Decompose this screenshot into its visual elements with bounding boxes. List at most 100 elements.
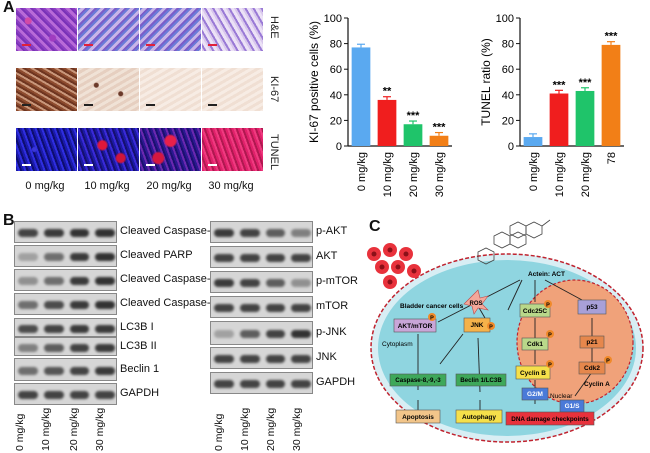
blot-dose-label: 0 mg/kg <box>14 413 26 451</box>
blot-label: LC3B I <box>120 320 154 333</box>
scale-bar <box>22 164 31 166</box>
blot-strip <box>14 318 117 337</box>
blot-strip <box>14 245 117 267</box>
significance-label: *** <box>605 31 619 43</box>
blot-band <box>265 254 286 262</box>
tunel-bar-chart: 0 20 40 60 80 100 TUNEL ratio (%) 0 mg/kg *** 10 … <box>479 13 624 197</box>
blot-label: Cleaved Caspase-8 <box>120 273 217 285</box>
bar <box>377 99 397 146</box>
panel-letter-b: B <box>3 212 15 229</box>
category-label: 20 mg/kg <box>408 152 420 197</box>
actein-label: Actein: ACT <box>528 271 565 278</box>
blot-band <box>69 324 90 333</box>
blot-band <box>18 229 38 237</box>
blot-band <box>214 304 234 312</box>
y-tick-label: 100 <box>496 13 514 25</box>
akt-mtor-label: AKT/mTOR <box>398 323 433 330</box>
blot-band <box>95 229 115 237</box>
blot-band <box>18 301 38 309</box>
ros-burst <box>463 289 489 315</box>
blot-dose-label: 10 mg/kg <box>40 407 52 451</box>
scale-bar <box>84 104 93 106</box>
y-tick-label: 20 <box>330 115 342 127</box>
y-tick-label: 40 <box>502 90 514 102</box>
bar <box>549 93 569 146</box>
caspase-label: Caspase-8,-9,-3 <box>395 377 441 384</box>
blot-strip <box>14 269 117 291</box>
blot-strip <box>14 383 117 405</box>
scale-bar <box>146 44 155 46</box>
significance-label: *** <box>579 77 593 89</box>
cancer-cells-icon <box>367 243 421 289</box>
p21-label: p21 <box>586 339 598 346</box>
cdk1-box <box>521 337 549 351</box>
blot-band <box>239 355 260 363</box>
scale-bar <box>22 104 31 106</box>
micrograph-tunel-20 <box>140 128 201 171</box>
phospho-p-icon: P <box>548 363 552 369</box>
micrograph-ki67-20 <box>140 68 201 111</box>
blot-band <box>265 380 286 388</box>
blot-label: mTOR <box>316 300 349 312</box>
dose-label: 20 mg/kg <box>146 180 192 192</box>
pathway-diagram: Bladder cancer cells Actein: ACT AKT/mTO… <box>367 219 644 443</box>
blot-strip <box>210 221 313 243</box>
significance-label: ** <box>383 86 392 98</box>
cyclin-a-label: Cyclin A <box>584 381 610 388</box>
y-tick-label: 20 <box>502 115 514 127</box>
micrograph-he-20 <box>140 8 201 51</box>
row-label-ki67: KI-67 <box>268 76 280 103</box>
blot-label: Beclin 1 <box>120 362 160 375</box>
blot-label: GAPDH <box>120 387 160 399</box>
category-label: 30 mg/kg <box>434 152 446 197</box>
autophagy-box <box>455 409 503 424</box>
y-tick-label: 80 <box>502 39 514 51</box>
blot-dose-label: 20 mg/kg <box>68 407 80 451</box>
category-label: 0 mg/kg <box>356 152 368 191</box>
blot-label: JNK <box>316 351 337 363</box>
blot-label: Cleaved Caspase-3 <box>120 225 217 237</box>
cdk1-label: Cdk1 <box>527 341 543 348</box>
autophagy-label: Autophagy <box>462 414 496 421</box>
pathway-arrows <box>417 279 593 412</box>
y-axis-label: KI-67 positive cells (%) <box>307 21 321 143</box>
phospho-p-icon: P <box>548 333 552 339</box>
blot-band <box>43 301 64 309</box>
g2m-label: G2/M <box>527 391 543 398</box>
blot-band <box>95 324 115 333</box>
blot-band <box>291 355 311 363</box>
bar <box>351 47 371 146</box>
apoptosis-label: Apoptosis <box>402 414 434 421</box>
y-tick-label: 60 <box>502 64 514 76</box>
blot-band <box>43 366 64 375</box>
blot-band <box>291 279 311 287</box>
beclin-label: Beclin 1/LC3B <box>460 377 502 384</box>
actein-molecule <box>477 219 551 265</box>
scale-bar <box>208 104 217 106</box>
blot-label: LC3B II <box>120 339 157 352</box>
dose-label: 30 mg/kg <box>208 180 254 192</box>
blot-label: p-mTOR <box>316 275 358 287</box>
blot-band <box>69 391 90 399</box>
phospho-p-icon: P <box>430 316 434 322</box>
blot-band <box>291 229 311 237</box>
y-tick-label: 100 <box>324 13 342 25</box>
blot-strip <box>14 358 117 381</box>
cdc25c-label: Cdc25C <box>523 308 548 315</box>
blot-band <box>18 277 38 285</box>
blot-band <box>239 279 260 287</box>
scale-bar <box>146 104 155 106</box>
blot-band <box>69 343 90 352</box>
panel-letter-c: C <box>369 218 381 235</box>
dose-label: 0 mg/kg <box>25 180 65 192</box>
blot-strip <box>14 337 117 356</box>
blot-label: AKT <box>316 250 338 262</box>
bar <box>601 44 621 146</box>
p53-box <box>577 299 607 315</box>
blot-strip <box>210 347 313 369</box>
scale-bar <box>84 164 93 166</box>
caspase-box <box>389 373 447 387</box>
p53-label: p53 <box>586 304 598 311</box>
blot-band <box>69 253 90 261</box>
phospho-p-icon: P <box>489 325 493 331</box>
